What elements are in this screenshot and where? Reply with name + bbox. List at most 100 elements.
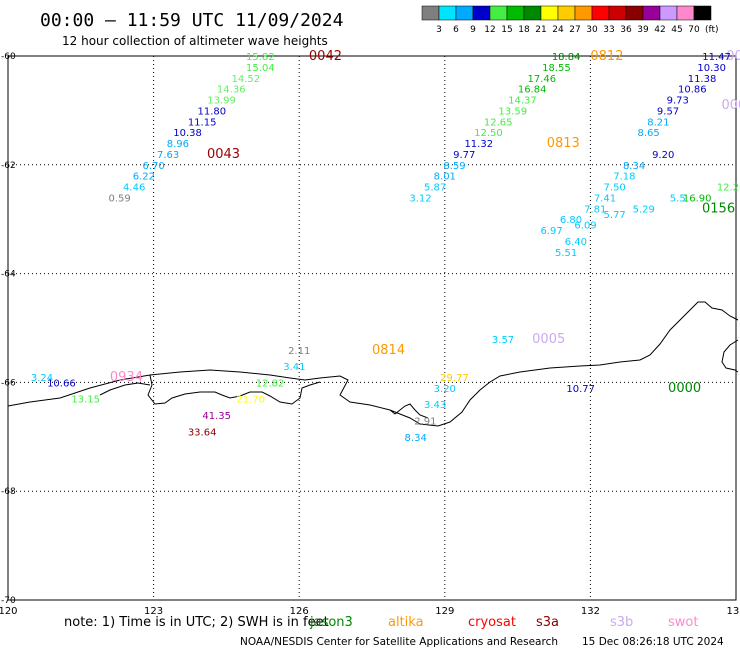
colorbar-swatch	[676, 5, 695, 21]
wave-height-value: 10.30	[697, 63, 726, 74]
wave-height-value: 3.24	[31, 373, 53, 384]
wave-height-value: 9.77	[453, 150, 475, 161]
wave-height-value: 3.41	[283, 362, 305, 373]
wave-height-value: 12.20	[717, 183, 740, 194]
observation-values: 15.8215.0414.5214.3613.9911.8011.1510.38…	[31, 52, 740, 444]
pass-time: 0812	[590, 49, 623, 64]
wave-height-value: 10.86	[678, 85, 707, 96]
colorbar-swatch	[557, 5, 576, 21]
footer-credit: NOAA/NESDIS Center for Satellite Applica…	[240, 636, 558, 648]
wave-height-value: 7.63	[157, 150, 179, 161]
lat-label: -62	[1, 161, 16, 171]
colorbar-swatch	[438, 5, 457, 21]
wave-height-value: 4.46	[123, 183, 145, 194]
colorbar-tick: 33	[603, 25, 614, 35]
lat-label: -60	[1, 52, 16, 62]
map-frame	[7, 55, 737, 601]
wave-height-value: 7.18	[613, 172, 635, 183]
wave-height-value: 8.34	[623, 161, 645, 172]
colorbar-legend: 3 6 9 12 15 18 21 24 27 30 33 36 39 42 45 70 (ft)	[421, 5, 719, 35]
wave-height-value: 6.09	[574, 221, 596, 232]
pass-time: 0043	[207, 147, 240, 162]
wave-height-value: 11.15	[188, 117, 217, 128]
colorbar-tick: 21	[535, 25, 546, 35]
wave-height-value: 15.82	[246, 52, 275, 63]
colorbar-tick: 45	[671, 25, 682, 35]
colorbar-tick: 15	[501, 25, 512, 35]
colorbar-tick: 27	[569, 25, 580, 35]
wave-height-value: 3.43	[424, 400, 446, 411]
colorbar-tick: 70	[688, 25, 700, 35]
lat-label: -68	[1, 487, 16, 497]
wave-height-value: 6.97	[540, 226, 562, 237]
wave-height-value: 8.59	[443, 161, 465, 172]
colorbar-swatch	[625, 5, 644, 21]
wave-height-value: 7.50	[604, 183, 626, 194]
wave-height-value: 7.41	[594, 193, 616, 204]
wave-height-value: 11.47	[702, 52, 731, 63]
lon-label: 132	[581, 606, 600, 617]
wave-height-value: 9.73	[667, 96, 689, 107]
map-title: 00:00 – 11:59 UTC 11/09/2024	[40, 10, 343, 31]
wave-height-value: 6.22	[133, 172, 155, 183]
satellite-legend-item: jason3	[309, 615, 353, 630]
wave-height-value: 5.87	[424, 183, 446, 194]
wave-height-value: 12.82	[256, 378, 285, 389]
wave-height-value: 13.99	[207, 96, 236, 107]
wave-height-value: 14.52	[231, 74, 260, 85]
pass-time: 0156	[702, 201, 735, 216]
lon-label: 129	[435, 606, 454, 617]
wave-height-value: 2.91	[414, 416, 436, 427]
lon-label: 126	[290, 606, 309, 617]
lat-lon-grid: 120 123 126 129 132 135 -60 -62 -64 -66 -68 -70	[0, 52, 740, 617]
pass-time: 0005	[532, 332, 565, 347]
lat-label: -66	[1, 378, 16, 388]
wave-height-value: 6.80	[560, 215, 582, 226]
colorbar-tick: 24	[552, 25, 564, 35]
wave-height-value: 33.64	[188, 427, 217, 438]
colorbar-tick: 18	[518, 25, 530, 35]
colorbar-swatch	[574, 5, 593, 21]
wave-height-value: 3.20	[434, 384, 456, 395]
colorbar-swatch	[693, 5, 712, 21]
wave-height-value: 41.35	[202, 411, 231, 422]
antarctic-coastline	[7, 301, 739, 427]
wave-height-value: 8.01	[434, 172, 456, 183]
colorbar-swatch	[642, 5, 661, 21]
wave-height-value: 3.57	[492, 335, 514, 346]
wave-height-value: 29.77	[440, 373, 469, 384]
footer-note: note: 1) Time is in UTC; 2) SWH is in fe…	[64, 615, 329, 630]
wave-height-value: 14.37	[508, 96, 537, 107]
colorbar-tick: 39	[637, 25, 649, 35]
wave-height-value: 11.38	[688, 74, 717, 85]
satellite-legend-item: s3a	[536, 615, 559, 630]
wave-height-value: 5.51	[555, 248, 577, 259]
lon-label: 135	[726, 606, 740, 617]
colorbar-swatch	[523, 5, 542, 21]
wave-height-value: 5.77	[604, 210, 626, 221]
lon-label: 120	[0, 606, 18, 617]
wave-height-value: 6.40	[565, 237, 587, 248]
colorbar-tick: 9	[470, 25, 476, 35]
wave-height-value: 7.81	[584, 204, 606, 215]
wave-height-value: 9.20	[652, 150, 674, 161]
colorbar-tick: 3	[436, 25, 442, 35]
wave-height-value: 13.15	[71, 395, 100, 406]
colorbar-tick: 36	[620, 25, 632, 35]
colorbar-tick: 6	[453, 25, 459, 35]
wave-height-value: 16.84	[518, 85, 547, 96]
wave-height-value: 10.77	[566, 384, 595, 395]
colorbar-swatch	[591, 5, 610, 21]
colorbar-swatch	[506, 5, 525, 21]
wave-height-value: 11.80	[198, 106, 227, 117]
map-subtitle: 12 hour collection of altimeter wave hei…	[62, 34, 328, 48]
wave-height-value: 9.57	[657, 106, 679, 117]
wave-height-value: 18.55	[542, 63, 571, 74]
colorbar-tick: 42	[654, 25, 665, 35]
pass-time: 0042	[309, 49, 342, 64]
colorbar-tick: 30	[586, 25, 598, 35]
wave-height-value: 16.90	[683, 193, 712, 204]
wave-height-value: 12.65	[484, 117, 513, 128]
wave-height-value: 8.96	[167, 139, 189, 150]
